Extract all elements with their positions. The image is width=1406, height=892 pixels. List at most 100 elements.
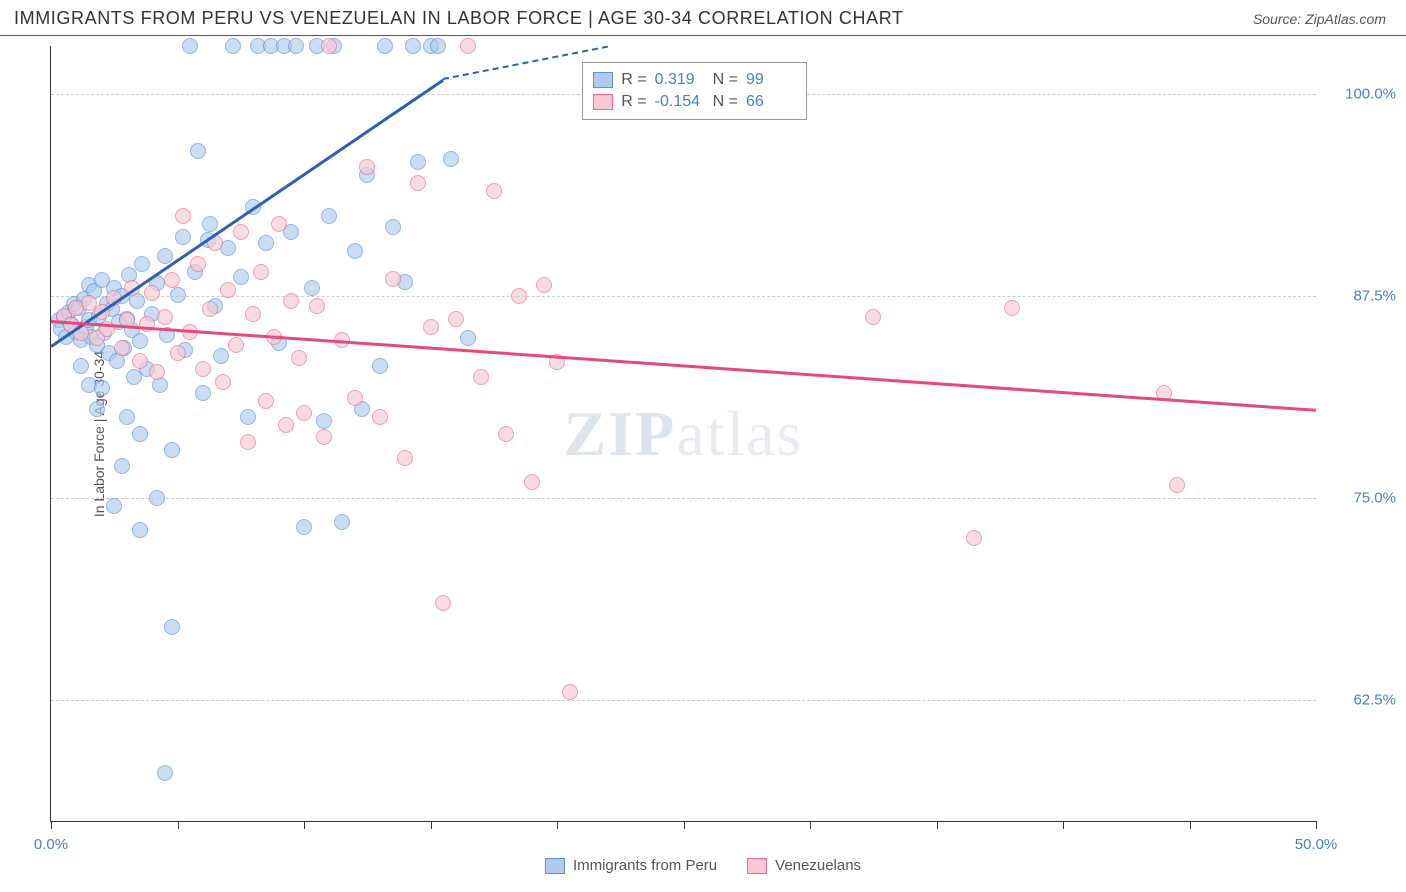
watermark: ZIPatlas — [564, 397, 804, 471]
scatter-point — [164, 442, 180, 458]
scatter-point — [524, 474, 540, 490]
scatter-point — [430, 38, 446, 54]
scatter-point — [309, 298, 325, 314]
x-tick — [557, 821, 558, 829]
scatter-point — [410, 154, 426, 170]
scatter-point — [157, 248, 173, 264]
scatter-point — [213, 348, 229, 364]
scatter-point — [195, 385, 211, 401]
scatter-point — [149, 490, 165, 506]
chart-header: IMMIGRANTS FROM PERU VS VENEZUELAN IN LA… — [0, 0, 1406, 36]
scatter-point — [448, 311, 464, 327]
scatter-point — [460, 38, 476, 54]
scatter-point — [245, 306, 261, 322]
scatter-point — [443, 151, 459, 167]
scatter-point — [296, 519, 312, 535]
plot-region: ZIPatlas 62.5%75.0%87.5%100.0%0.0%50.0%R… — [50, 46, 1316, 822]
legend-swatch — [747, 858, 767, 874]
x-tick — [178, 821, 179, 829]
scatter-point — [288, 38, 304, 54]
scatter-point — [271, 216, 287, 232]
x-tick — [1190, 821, 1191, 829]
scatter-point — [114, 458, 130, 474]
scatter-point — [410, 175, 426, 191]
scatter-point — [347, 390, 363, 406]
legend-label: Immigrants from Peru — [573, 857, 717, 874]
scatter-point — [536, 277, 552, 293]
scatter-point — [498, 426, 514, 442]
x-tick — [937, 821, 938, 829]
x-tick — [304, 821, 305, 829]
scatter-point — [132, 426, 148, 442]
scatter-point — [175, 229, 191, 245]
scatter-point — [423, 319, 439, 335]
scatter-point — [215, 374, 231, 390]
scatter-point — [473, 369, 489, 385]
y-tick-label: 87.5% — [1326, 288, 1396, 305]
scatter-point — [296, 405, 312, 421]
stats-row: R =0.319N =99 — [593, 69, 796, 91]
x-tick — [684, 821, 685, 829]
scatter-point — [170, 287, 186, 303]
scatter-point — [316, 429, 332, 445]
legend-item: Immigrants from Peru — [545, 857, 717, 874]
x-tick — [1063, 821, 1064, 829]
scatter-point — [562, 684, 578, 700]
scatter-point — [372, 409, 388, 425]
scatter-point — [132, 333, 148, 349]
scatter-point — [134, 256, 150, 272]
stat-n-label: N = — [713, 71, 738, 89]
scatter-point — [220, 282, 236, 298]
chart-source: Source: ZipAtlas.com — [1253, 11, 1386, 27]
legend-item: Venezuelans — [747, 857, 861, 874]
stat-r-value: -0.154 — [655, 93, 705, 111]
legend-swatch — [593, 94, 613, 110]
scatter-point — [157, 309, 173, 325]
scatter-point — [347, 243, 363, 259]
scatter-point — [334, 514, 350, 530]
scatter-point — [228, 337, 244, 353]
scatter-point — [132, 353, 148, 369]
scatter-point — [1004, 300, 1020, 316]
stat-n-label: N = — [713, 93, 738, 111]
scatter-point — [149, 364, 165, 380]
stat-r-label: R = — [621, 71, 646, 89]
scatter-point — [405, 38, 421, 54]
scatter-point — [164, 272, 180, 288]
stat-r-label: R = — [621, 93, 646, 111]
x-tick — [431, 821, 432, 829]
scatter-point — [89, 401, 105, 417]
scatter-point — [1169, 477, 1185, 493]
scatter-point — [316, 413, 332, 429]
stat-n-value: 99 — [746, 71, 796, 89]
scatter-point — [258, 235, 274, 251]
scatter-point — [190, 256, 206, 272]
legend: Immigrants from Peru Venezuelans — [545, 857, 861, 874]
scatter-point — [865, 309, 881, 325]
scatter-point — [144, 285, 160, 301]
chart-title: IMMIGRANTS FROM PERU VS VENEZUELAN IN LA… — [14, 8, 904, 29]
scatter-point — [164, 619, 180, 635]
chart-area: In Labor Force | Age 30-34 ZIPatlas 62.5… — [50, 46, 1316, 822]
stats-box: R =0.319N =99R =-0.154N =66 — [582, 62, 807, 120]
scatter-point — [377, 38, 393, 54]
gridline — [51, 700, 1316, 701]
scatter-point — [94, 380, 110, 396]
scatter-point — [175, 208, 191, 224]
scatter-point — [73, 358, 89, 374]
scatter-point — [304, 280, 320, 296]
scatter-point — [202, 301, 218, 317]
scatter-point — [195, 361, 211, 377]
stat-n-value: 66 — [746, 93, 796, 111]
scatter-point — [240, 434, 256, 450]
regression-line — [50, 78, 444, 346]
x-tick — [1316, 821, 1317, 829]
legend-label: Venezuelans — [775, 857, 861, 874]
scatter-point — [114, 340, 130, 356]
gridline — [51, 498, 1316, 499]
scatter-point — [283, 293, 299, 309]
scatter-point — [157, 765, 173, 781]
scatter-point — [372, 358, 388, 374]
scatter-point — [321, 208, 337, 224]
scatter-point — [966, 530, 982, 546]
